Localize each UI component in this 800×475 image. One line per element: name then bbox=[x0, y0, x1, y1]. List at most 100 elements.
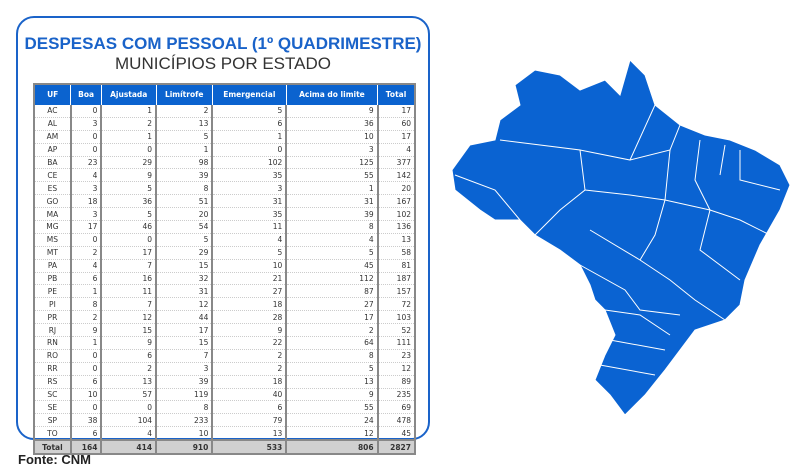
table-row: RO 0 6 7 2 8 23 bbox=[34, 349, 415, 363]
table-row: TO 6 4 10 13 12 45 bbox=[34, 426, 415, 441]
value-cell: 1 bbox=[69, 336, 102, 350]
value-cell: 36 bbox=[285, 117, 378, 131]
value-cell: 17 bbox=[100, 246, 157, 260]
value-cell: 51 bbox=[155, 194, 213, 209]
value-cell: 478 bbox=[376, 413, 415, 428]
page-subtitle: MUNICÍPIOS POR ESTADO bbox=[115, 54, 331, 73]
value-cell: 4 bbox=[211, 233, 287, 247]
value-cell: 1 bbox=[69, 284, 102, 299]
value-cell: 6 bbox=[69, 426, 102, 441]
value-cell: 39 bbox=[285, 207, 378, 222]
uf-cell: RN bbox=[34, 336, 71, 350]
value-cell: 8 bbox=[285, 349, 378, 363]
uf-cell: BA bbox=[34, 156, 71, 170]
table-row: GO 18 36 51 31 31 167 bbox=[34, 194, 415, 209]
value-cell: 112 bbox=[285, 272, 378, 286]
value-cell: 39 bbox=[155, 375, 213, 389]
value-cell: 1 bbox=[100, 130, 157, 144]
value-cell: 6 bbox=[69, 272, 102, 286]
value-cell: 23 bbox=[69, 156, 102, 170]
uf-cell: PE bbox=[34, 284, 71, 299]
value-cell: 12 bbox=[100, 310, 157, 325]
value-cell: 0 bbox=[69, 143, 102, 157]
value-cell: 111 bbox=[376, 336, 415, 350]
value-cell: 3 bbox=[69, 117, 102, 131]
value-cell: 38 bbox=[69, 413, 102, 428]
table-row: SE 0 0 8 6 55 69 bbox=[34, 400, 415, 415]
uf-cell: PA bbox=[34, 259, 71, 273]
uf-cell: RJ bbox=[34, 323, 71, 338]
uf-cell: RR bbox=[34, 362, 71, 376]
value-cell: 1 bbox=[155, 143, 213, 157]
value-cell: 7 bbox=[100, 297, 157, 312]
table-row: BA 23 29 98 102 125 377 bbox=[34, 156, 415, 170]
value-cell: 6 bbox=[100, 349, 157, 363]
value-cell: 31 bbox=[155, 284, 213, 299]
value-cell: 98 bbox=[155, 156, 213, 170]
uf-cell: TO bbox=[34, 426, 71, 441]
value-cell: 27 bbox=[211, 284, 287, 299]
value-cell: 2 bbox=[100, 362, 157, 376]
value-cell: 0 bbox=[100, 143, 157, 157]
value-cell: 20 bbox=[155, 207, 213, 222]
value-cell: 235 bbox=[376, 388, 415, 402]
value-cell: 13 bbox=[155, 117, 213, 131]
column-header: Acima do limite bbox=[285, 84, 378, 105]
value-cell: 3 bbox=[285, 143, 378, 157]
table-row: SC 10 57 119 40 9 235 bbox=[34, 388, 415, 402]
uf-cell: PI bbox=[34, 297, 71, 312]
value-cell: 102 bbox=[211, 156, 287, 170]
value-cell: 3 bbox=[211, 181, 287, 196]
value-cell: 104 bbox=[100, 413, 157, 428]
value-cell: 40 bbox=[211, 388, 287, 402]
value-cell: 10 bbox=[285, 130, 378, 144]
value-cell: 9 bbox=[100, 168, 157, 183]
value-cell: 87 bbox=[285, 284, 378, 299]
uf-cell: AC bbox=[34, 105, 71, 118]
value-cell: 36 bbox=[100, 194, 157, 209]
state-borders bbox=[454, 104, 781, 376]
table-row: PB 6 16 32 21 112 187 bbox=[34, 272, 415, 286]
value-cell: 81 bbox=[376, 259, 415, 273]
value-cell: 21 bbox=[211, 272, 287, 286]
value-cell: 3 bbox=[69, 181, 102, 196]
value-cell: 2 bbox=[211, 349, 287, 363]
uf-cell: SE bbox=[34, 400, 71, 415]
value-cell: 7 bbox=[155, 349, 213, 363]
value-cell: 9 bbox=[211, 323, 287, 338]
value-cell: 54 bbox=[155, 220, 213, 234]
value-cell: 29 bbox=[100, 156, 157, 170]
table-row: PR 2 12 44 28 17 103 bbox=[34, 310, 415, 325]
value-cell: 55 bbox=[285, 168, 378, 183]
value-cell: 8 bbox=[285, 220, 378, 234]
value-cell: 12 bbox=[155, 297, 213, 312]
value-cell: 125 bbox=[285, 156, 378, 170]
value-cell: 45 bbox=[376, 426, 415, 441]
uf-cell: AL bbox=[34, 117, 71, 131]
value-cell: 13 bbox=[376, 233, 415, 247]
value-cell: 15 bbox=[155, 259, 213, 273]
value-cell: 0 bbox=[69, 233, 102, 247]
value-cell: 103 bbox=[376, 310, 415, 325]
table-row: ES 3 5 8 3 1 20 bbox=[34, 181, 415, 196]
value-cell: 2 bbox=[100, 117, 157, 131]
value-cell: 55 bbox=[285, 400, 378, 415]
uf-cell: MT bbox=[34, 246, 71, 260]
value-cell: 32 bbox=[155, 272, 213, 286]
table-row: MS 0 0 5 4 4 13 bbox=[34, 233, 415, 247]
value-cell: 52 bbox=[376, 323, 415, 338]
value-cell: 69 bbox=[376, 400, 415, 415]
source-note: Fonte: CNM bbox=[18, 452, 91, 467]
value-cell: 5 bbox=[155, 130, 213, 144]
value-cell: 164 bbox=[69, 439, 102, 455]
column-header: Emergencial bbox=[211, 84, 287, 105]
column-header: Ajustada bbox=[100, 84, 157, 105]
value-cell: 17 bbox=[376, 105, 415, 118]
value-cell: 136 bbox=[376, 220, 415, 234]
value-cell: 24 bbox=[285, 413, 378, 428]
value-cell: 12 bbox=[376, 362, 415, 376]
value-cell: 13 bbox=[211, 426, 287, 441]
table-row: RR 0 2 3 2 5 12 bbox=[34, 362, 415, 376]
column-header: UF bbox=[33, 84, 71, 105]
value-cell: 39 bbox=[155, 168, 213, 183]
